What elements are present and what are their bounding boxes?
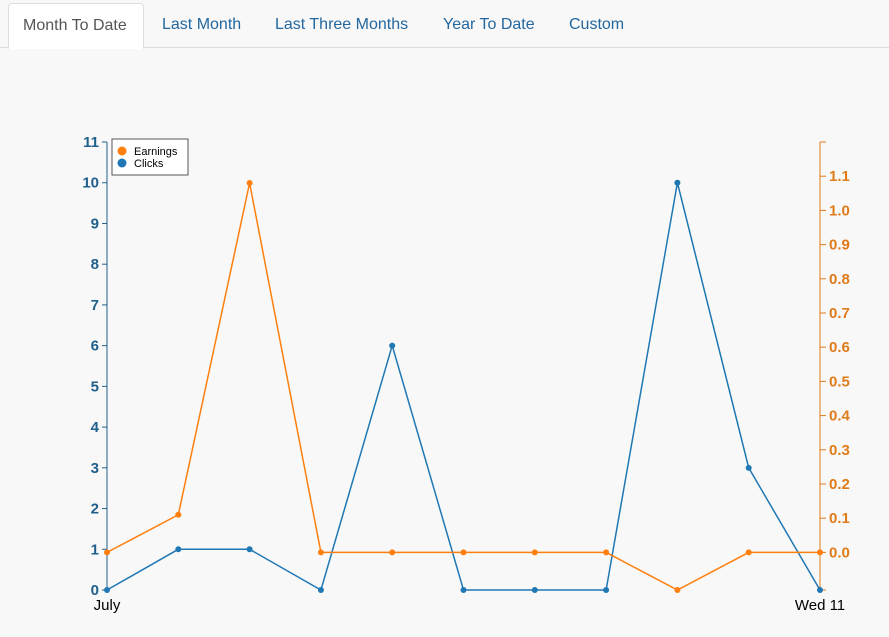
right-axis-tick-label: 0.7 [829, 305, 850, 322]
left-axis-tick-label: 4 [91, 419, 100, 436]
legend-label-clicks: Clicks [134, 158, 164, 170]
left-axis-tick-label: 1 [91, 541, 99, 558]
tab-year-to-date[interactable]: Year To Date [443, 16, 535, 33]
earnings-data-point [603, 549, 610, 556]
right-axis-tick-label: 0.9 [829, 237, 850, 254]
clicks-data-point [817, 587, 823, 593]
right-axis-tick-label: 1.1 [829, 168, 850, 185]
earnings-data-point [175, 511, 182, 518]
left-axis-tick-label: 10 [82, 175, 99, 192]
clicks-data-point [745, 464, 752, 471]
legend-swatch-clicks [117, 158, 127, 168]
clicks-data-point [246, 546, 253, 553]
clicks-data-point [531, 587, 538, 593]
earnings-data-point [674, 587, 681, 593]
earnings-data-point [460, 549, 467, 556]
left-axis-tick-label: 9 [91, 215, 99, 232]
tab-bar: Month To Date Last Month Last Three Mont… [0, 0, 889, 49]
earnings-series-line [106, 182, 820, 591]
legend-swatch-earnings [117, 146, 127, 156]
clicks-data-point [674, 179, 681, 186]
clicks-data-point [460, 587, 467, 593]
right-axis-tick-label: 0.6 [829, 339, 850, 356]
right-axis-tick-label: 0.0 [829, 544, 850, 561]
earnings-data-point [246, 180, 253, 187]
right-axis-tick-label: 0.8 [829, 271, 850, 288]
left-axis-tick-label: 3 [91, 460, 99, 477]
left-axis-tick-label: 2 [91, 501, 99, 518]
earnings-data-point [817, 549, 823, 556]
clicks-data-point [603, 587, 610, 593]
earnings-data-point [531, 549, 538, 556]
x-axis-tick-label: Wed 11 [795, 597, 845, 614]
left-axis-tick-label: 8 [91, 256, 99, 273]
x-axis-tick-label: July [94, 597, 121, 614]
tab-last-month[interactable]: Last Month [162, 16, 242, 33]
earnings-data-point [389, 549, 396, 556]
clicks-data-point [175, 546, 182, 553]
left-axis-tick-label: 11 [83, 134, 99, 151]
tab-last-three-months[interactable]: Last Three Months [275, 16, 409, 33]
legend-box [111, 138, 189, 176]
clicks-data-point [104, 587, 110, 593]
right-axis-tick-label: 0.3 [829, 442, 850, 459]
earnings-data-point [317, 549, 324, 556]
clicks-data-point [317, 587, 324, 593]
right-axis-tick-label: 0.4 [829, 408, 851, 425]
right-axis-tick-label: 0.2 [829, 476, 850, 493]
tab-month-to-date[interactable]: Month To Date [8, 3, 144, 49]
legend-label-earnings: Earnings [134, 146, 178, 158]
clicks-series-line [106, 182, 821, 592]
right-axis-tick-label: 0.1 [829, 510, 850, 527]
earnings-data-point [745, 549, 752, 556]
tab-custom[interactable]: Custom [569, 16, 625, 33]
earnings-data-point [104, 549, 110, 556]
right-axis-tick-label: 0.5 [829, 373, 850, 390]
left-axis-tick-label: 5 [91, 378, 99, 395]
clicks-data-point [389, 342, 396, 349]
left-axis-tick-label: 7 [91, 297, 99, 314]
left-axis-tick-label: 6 [91, 338, 99, 355]
left-axis-tick-label: 0 [91, 582, 99, 599]
right-axis-tick-label: 1.0 [829, 202, 850, 219]
